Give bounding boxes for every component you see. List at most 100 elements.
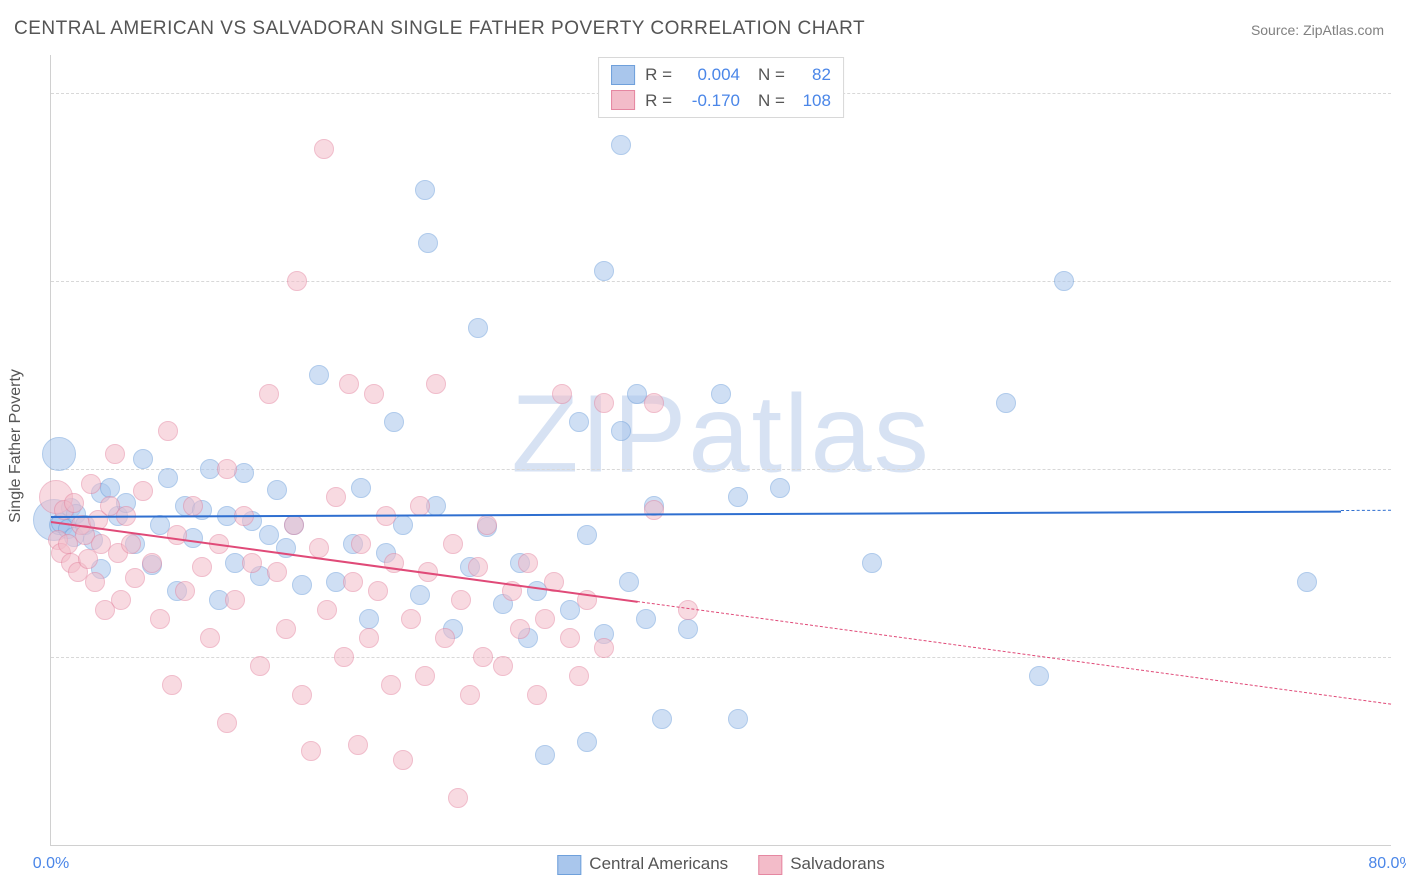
data-point <box>292 575 312 595</box>
data-point <box>287 271 307 291</box>
data-point <box>728 487 748 507</box>
data-point <box>64 493 84 513</box>
data-point <box>351 534 371 554</box>
data-point <box>217 713 237 733</box>
trend-line <box>637 601 1391 705</box>
data-point <box>644 393 664 413</box>
data-point <box>644 500 664 520</box>
data-point <box>348 735 368 755</box>
n-value: 82 <box>795 62 831 88</box>
legend-row: R =-0.170N =108 <box>611 88 831 114</box>
legend-item: Central Americans <box>557 854 728 875</box>
data-point <box>451 590 471 610</box>
y-tick-label: 40.0% <box>1401 84 1406 102</box>
data-point <box>996 393 1016 413</box>
data-point <box>611 135 631 155</box>
data-point <box>594 393 614 413</box>
data-point <box>426 374 446 394</box>
data-point <box>225 590 245 610</box>
data-point <box>393 750 413 770</box>
data-point <box>242 553 262 573</box>
data-point <box>42 437 76 471</box>
data-point <box>259 384 279 404</box>
data-point <box>359 609 379 629</box>
trend-line <box>1341 510 1391 511</box>
data-point <box>619 572 639 592</box>
data-point <box>552 384 572 404</box>
data-point <box>162 675 182 695</box>
data-point <box>85 572 105 592</box>
y-axis-title: Single Father Poverty <box>7 369 25 523</box>
y-tick-label: 10.0% <box>1401 648 1406 666</box>
data-point <box>518 553 538 573</box>
data-point <box>309 538 329 558</box>
trend-line <box>51 521 638 603</box>
data-point <box>460 685 480 705</box>
data-point <box>125 568 145 588</box>
legend-series: Central Americans Salvadorans <box>557 854 884 875</box>
data-point <box>535 609 555 629</box>
data-point <box>381 675 401 695</box>
data-point <box>527 685 547 705</box>
data-point <box>1054 271 1074 291</box>
legend-row: R =0.004N =82 <box>611 62 831 88</box>
legend-swatch <box>611 65 635 85</box>
data-point <box>473 647 493 667</box>
data-point <box>468 318 488 338</box>
data-point <box>133 449 153 469</box>
data-point <box>535 745 555 765</box>
data-point <box>234 463 254 483</box>
data-point <box>435 628 455 648</box>
data-point <box>510 619 530 639</box>
data-point <box>100 478 120 498</box>
data-point <box>343 572 363 592</box>
data-point <box>183 496 203 516</box>
r-value: -0.170 <box>682 88 740 114</box>
legend-label: Central Americans <box>589 854 728 873</box>
data-point <box>577 525 597 545</box>
data-point <box>175 581 195 601</box>
data-point <box>862 553 882 573</box>
data-point <box>158 421 178 441</box>
x-tick-label: 0.0% <box>33 855 69 873</box>
data-point <box>652 709 672 729</box>
data-point <box>339 374 359 394</box>
legend-item: Salvadorans <box>758 854 885 875</box>
n-label: N = <box>758 88 785 114</box>
data-point <box>415 666 435 686</box>
data-point <box>200 628 220 648</box>
data-point <box>276 619 296 639</box>
data-point <box>493 656 513 676</box>
n-label: N = <box>758 62 785 88</box>
legend-swatch <box>611 90 635 110</box>
data-point <box>359 628 379 648</box>
n-value: 108 <box>795 88 831 114</box>
data-point <box>594 261 614 281</box>
plot-area: ZIPatlas 10.0%20.0%30.0%40.0%0.0%80.0%R … <box>50 55 1391 846</box>
data-point <box>192 557 212 577</box>
data-point <box>133 481 153 501</box>
y-tick-label: 30.0% <box>1401 272 1406 290</box>
y-tick-label: 20.0% <box>1401 460 1406 478</box>
data-point <box>217 459 237 479</box>
grid-line <box>51 281 1391 282</box>
data-point <box>594 638 614 658</box>
data-point <box>569 666 589 686</box>
data-point <box>314 139 334 159</box>
data-point <box>250 656 270 676</box>
data-point <box>183 528 203 548</box>
data-point <box>477 515 497 535</box>
data-point <box>728 709 748 729</box>
data-point <box>448 788 468 808</box>
data-point <box>401 609 421 629</box>
data-point <box>111 590 131 610</box>
data-point <box>468 557 488 577</box>
r-value: 0.004 <box>682 62 740 88</box>
data-point <box>301 741 321 761</box>
legend-swatch <box>557 855 581 875</box>
data-point <box>121 534 141 554</box>
legend-label: Salvadorans <box>790 854 885 873</box>
data-point <box>284 515 304 535</box>
data-point <box>410 585 430 605</box>
data-point <box>678 619 698 639</box>
